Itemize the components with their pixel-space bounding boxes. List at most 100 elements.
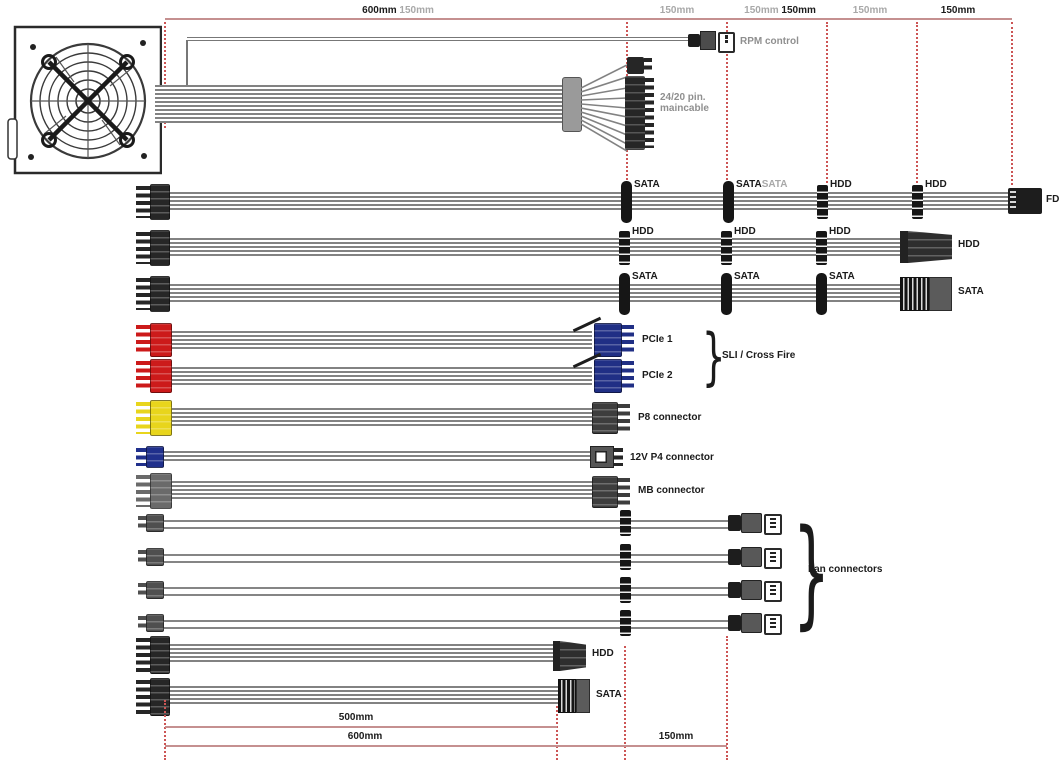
- mb-connector: [592, 476, 630, 508]
- dotted-guide: [1011, 22, 1013, 185]
- fan-inline-connector: [620, 544, 631, 570]
- hdd-label: HDD: [829, 226, 851, 237]
- hdd-label: HDD: [830, 179, 852, 190]
- fan-connector: [741, 613, 762, 633]
- fdd-connector: [1008, 188, 1042, 214]
- atx-20pin-pins: [645, 78, 654, 148]
- p4-connector: [590, 446, 614, 468]
- psu-side-connector: [136, 184, 170, 220]
- pcie1-label: PCIe 1: [642, 334, 673, 345]
- hdd-inline-connector: [816, 231, 827, 265]
- fan-connector: [741, 580, 762, 600]
- dotted-guide: [556, 706, 558, 760]
- sata-inline-connector: [816, 273, 827, 315]
- fan-plug: [728, 515, 741, 531]
- pcie1-cable: [172, 331, 592, 349]
- pcie-psu-connector: [136, 359, 172, 393]
- cable-row-sata-fdd: [170, 192, 1012, 210]
- p4-psu-connector: [136, 446, 164, 468]
- sata-end-connector: [900, 277, 952, 311]
- fan-socket: [764, 614, 782, 635]
- p4-pins: [614, 448, 623, 466]
- pcie2-connector: [594, 359, 634, 393]
- cable-row-sata: [170, 284, 905, 302]
- fan-cable: [631, 520, 728, 529]
- rpm-connector: [700, 31, 716, 50]
- p8-connector: [592, 402, 630, 434]
- fan-inline-connector: [620, 610, 631, 636]
- cable-bottom-hdd: [170, 644, 556, 662]
- psu-side-connector: [136, 230, 170, 266]
- p4-label: 12V P4 connector: [630, 452, 714, 463]
- fan-inline-connector: [620, 577, 631, 603]
- fan-inline-connector: [620, 510, 631, 536]
- fan-cable: [164, 520, 620, 529]
- p8-label: P8 connector: [638, 412, 702, 423]
- rpm-label: RPM control: [740, 36, 799, 47]
- fan-socket: [764, 581, 782, 602]
- molex-connector: [560, 641, 586, 671]
- rpm-plug: [688, 34, 700, 47]
- measure-label-150mm-seg3: 150mm 150mm: [744, 5, 816, 16]
- hdd-label: HDD: [632, 226, 654, 237]
- fan-brace: }: [792, 503, 831, 641]
- molex-connector: [908, 231, 952, 263]
- pcie2-label: PCIe 2: [642, 370, 673, 381]
- measure-label-600mm: 600mm: [347, 731, 383, 742]
- main-cable-bundle: [155, 85, 565, 123]
- sata-label: SATA: [634, 179, 660, 190]
- eps-psu-connector: [136, 400, 172, 436]
- psu-side-connector: [136, 276, 170, 312]
- dotted-guide: [624, 646, 626, 760]
- measurement-line-500mm: [165, 726, 557, 728]
- sli-crossfire-label: SLI / Cross Fire: [722, 350, 796, 361]
- fan-psu-connector: [138, 614, 164, 632]
- fan-socket: [764, 548, 782, 569]
- hdd-end-label: HDD: [958, 239, 980, 250]
- fan-psu-connector: [138, 548, 164, 566]
- mb-label: MB connector: [638, 485, 705, 496]
- measure-label-150mm-seg5: 150mm: [940, 5, 976, 16]
- measurement-line-150mm: [625, 745, 727, 747]
- cable-bottom-sata: [170, 686, 558, 704]
- measure-label-150mm-seg2: 150mm: [659, 5, 695, 16]
- cable-sleeve: [562, 77, 582, 132]
- dotted-guide: [726, 22, 728, 180]
- pcie2-cable: [172, 367, 592, 385]
- dotted-guide: [726, 636, 728, 760]
- fan-connectors-label: Fan connectors: [808, 564, 883, 575]
- rpm-wire: [187, 37, 688, 41]
- sata-label: SATASATA: [736, 179, 788, 190]
- rpm-wire-vertical: [186, 40, 188, 88]
- cable-row-hdd: [170, 238, 905, 256]
- molex-connector: [900, 231, 908, 263]
- bottom-sata-label: SATA: [596, 689, 622, 700]
- fan-plug: [728, 615, 741, 631]
- bottom-hdd-label: HDD: [592, 648, 614, 659]
- measure-label-150mm-bottom: 150mm: [658, 731, 694, 742]
- fan-cable: [631, 587, 728, 596]
- atx-20pin-connector: [625, 76, 645, 150]
- fan-psu-connector: [138, 581, 164, 599]
- atx-4pin-pins: [644, 58, 652, 73]
- hdd-inline-connector: [817, 185, 828, 219]
- fan-socket: [764, 514, 782, 535]
- fan-psu-connector: [138, 514, 164, 532]
- hdd-label: HDD: [925, 179, 947, 190]
- fan-cable: [631, 554, 728, 563]
- dotted-guide: [164, 22, 166, 128]
- top-measurement-line: [165, 18, 1012, 20]
- fan-plug: [728, 582, 741, 598]
- sata-end-connector: [558, 679, 590, 713]
- p4-cable: [164, 451, 590, 463]
- sli-brace: }: [701, 320, 726, 393]
- fan-cable: [631, 620, 728, 629]
- dotted-guide: [826, 22, 828, 183]
- fan-cable: [164, 587, 620, 596]
- sata-inline-connector: [721, 273, 732, 315]
- rpm-socket: [718, 32, 735, 53]
- psu-side-connector: [136, 636, 170, 674]
- hdd-inline-connector: [912, 185, 923, 219]
- hdd-label: HDD: [734, 226, 756, 237]
- fan-plug: [728, 549, 741, 565]
